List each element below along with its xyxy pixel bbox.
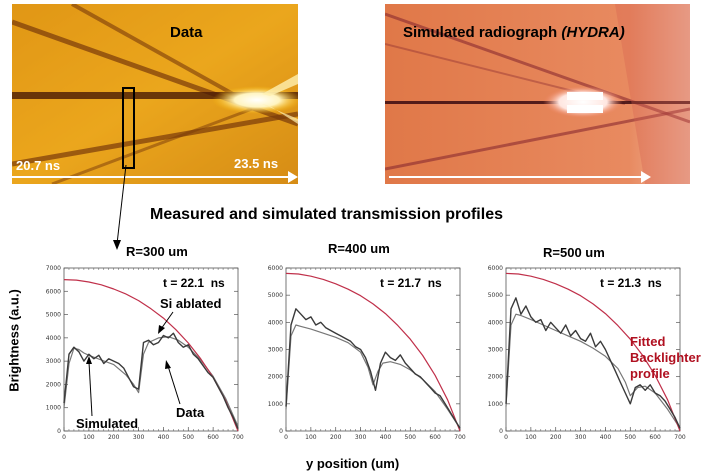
chart-r500: 0 100 200 300 400 500 600 700 0 1000 2000 3000 4000 5… (488, 265, 686, 441)
annotation-simulated: Simulated (76, 416, 139, 431)
x-tick-label: 300 (575, 434, 587, 441)
x-tick-label: 200 (330, 434, 342, 441)
x-tick-label: 600 (429, 434, 441, 441)
time-start-label: 20.7 ns (16, 158, 61, 173)
y-tick-label: 6000 (488, 265, 503, 272)
y-tick-label: 6000 (46, 288, 61, 295)
y-tick-label: 6000 (268, 265, 283, 272)
annotation-data: Data (176, 405, 205, 420)
chart-r300: 0 100 200 300 400 500 600 700010002000300040005… (46, 265, 244, 441)
y-tick-label: 0 (57, 428, 61, 435)
plot-3-title: R=500 um (543, 245, 605, 260)
x-tick-label: 300 (133, 434, 145, 441)
data-series-line (285, 308, 461, 429)
plot-2-title: R=400 um (328, 241, 390, 256)
arrow-si-ablated (160, 311, 174, 330)
y-tick-label: 2000 (268, 374, 283, 381)
sim-time-arrow (389, 176, 645, 178)
x-tick-label: 700 (232, 434, 244, 441)
y-tick-label: 0 (279, 428, 283, 435)
x-tick-label: 400 (380, 434, 392, 441)
x-tick-label: 700 (454, 434, 466, 441)
data-radiograph-svg (11, 2, 302, 186)
x-tick-label: 400 (158, 434, 170, 441)
y-tick-label: 1000 (46, 405, 61, 412)
sim-image-label-text: Simulated radiograph (403, 24, 562, 41)
x-tick-label: 600 (207, 434, 219, 441)
x-tick-label: 300 (355, 434, 367, 441)
x-axis-label: y position (um) (306, 456, 400, 471)
plot-1-t-label: t = 22.1 ns (163, 276, 225, 290)
backlighter-series-line (505, 272, 681, 432)
y-tick-label: 3000 (268, 347, 283, 354)
time-end-label: 23.5 ns (234, 156, 279, 171)
x-tick-label: 500 (405, 434, 417, 441)
arrow-data (167, 365, 181, 405)
plot-frame (63, 267, 239, 432)
y-tick-label: 1000 (268, 401, 283, 408)
data-radiograph-image: Data 20.7 ns 23.5 ns (11, 2, 302, 186)
x-tick-label: 0 (504, 434, 508, 441)
plot-1-title: R=300 um (126, 244, 188, 259)
y-tick-label: 5000 (268, 292, 283, 299)
x-tick-label: 0 (284, 434, 288, 441)
x-tick-label: 500 (625, 434, 637, 441)
arrow-simulated (88, 361, 93, 417)
data-image-label: Data (170, 24, 203, 41)
y-tick-label: 2000 (488, 374, 503, 381)
plot-2-t-label: t = 21.7 ns (380, 276, 442, 290)
time-arrow-head (288, 171, 298, 183)
plot-frame (285, 267, 461, 432)
plot-frame (505, 267, 681, 432)
x-tick-label: 400 (600, 434, 612, 441)
y-tick-label: 1000 (488, 401, 503, 408)
x-tick-label: 100 (525, 434, 537, 441)
x-tick-label: 0 (62, 434, 66, 441)
annotation-fitted-line1: Fitted (630, 334, 666, 349)
sim-time-arrow-head (641, 171, 651, 183)
y-tick-label: 5000 (488, 292, 503, 299)
y-tick-label: 2000 (46, 381, 61, 388)
annotation-fitted-line2: Backlighter (630, 350, 701, 365)
annotation-si-ablated: Si ablated (160, 296, 222, 311)
x-tick-label: 100 (305, 434, 317, 441)
backlighter-series-line (285, 272, 461, 432)
y-tick-label: 0 (499, 428, 503, 435)
data-series-line (63, 332, 239, 429)
y-tick-label: 5000 (46, 312, 61, 319)
chart-r400: 0 100 200 300 400 500 600 700 0 1000 2000 3000 4000 5… (268, 265, 466, 441)
x-tick-label: 500 (183, 434, 195, 441)
x-tick-label: 700 (674, 434, 686, 441)
plot-3-t-label: t = 21.3 ns (600, 276, 662, 290)
y-tick-label: 3000 (488, 347, 503, 354)
section-title: Measured and simulated transmission prof… (150, 206, 503, 223)
data-series-line (505, 297, 681, 429)
sim-radiograph-svg (384, 4, 691, 184)
y-tick-label: 4000 (488, 319, 503, 326)
x-tick-label: 100 (83, 434, 95, 441)
sim-image-label-italic: (HYDRA) (561, 24, 625, 41)
x-tick-label: 200 (108, 434, 120, 441)
backlighter-series-line (63, 279, 239, 432)
time-arrow (12, 176, 292, 178)
x-tick-label: 600 (649, 434, 661, 441)
y-tick-label: 3000 (46, 358, 61, 365)
annotation-fitted: Fitted Backlighter profile (630, 334, 701, 382)
x-tick-label: 200 (550, 434, 562, 441)
selection-box (122, 87, 135, 169)
y-tick-label: 4000 (268, 319, 283, 326)
sim-series-line (63, 336, 239, 427)
sim-series-line (505, 313, 681, 429)
y-tick-label: 4000 (46, 335, 61, 342)
annotation-fitted-line3: profile (630, 366, 670, 381)
sim-image-label: Simulated radiograph (HYDRA) (403, 24, 625, 41)
y-tick-label: 7000 (46, 265, 61, 272)
sim-radiograph-image: Simulated radiograph (HYDRA) (384, 4, 691, 184)
